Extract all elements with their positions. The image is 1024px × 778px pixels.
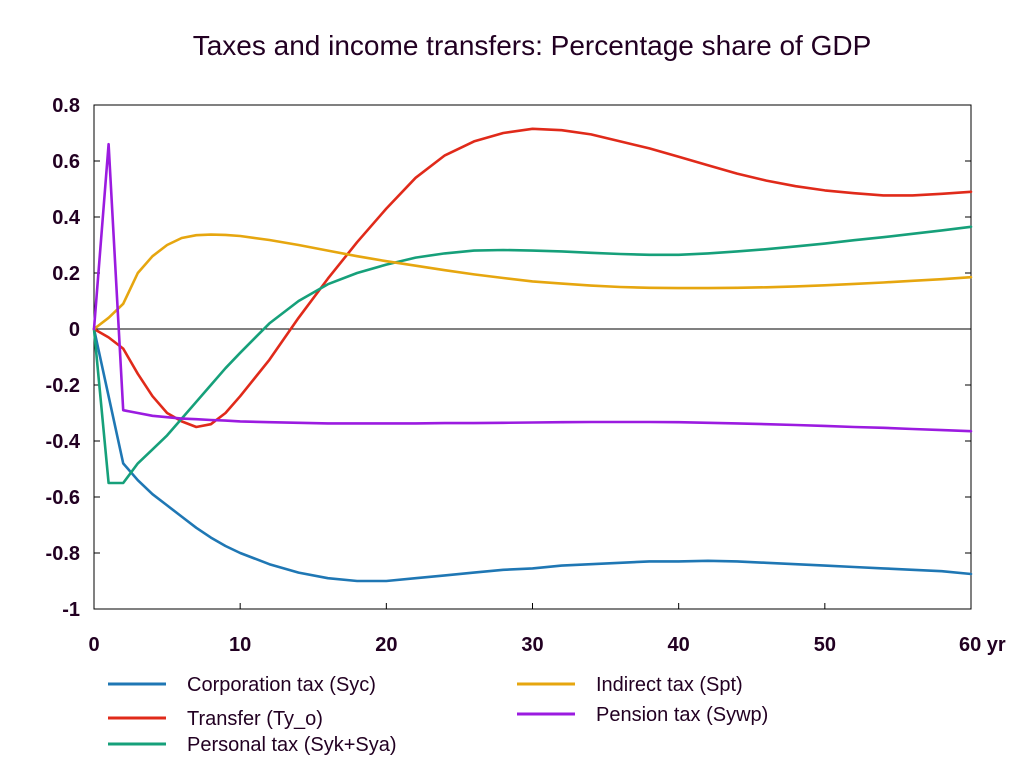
x-tick-label: 50 <box>814 634 836 656</box>
y-axis: 0.8 0.6 0.4 0.2 0 -0.2 -0.4 -0.6 -0.8 -1 <box>46 95 971 621</box>
y-tick-label: 0.8 <box>52 95 80 117</box>
y-tick-label: -0.2 <box>46 375 80 397</box>
y-tick-label: -1 <box>62 599 80 621</box>
plot-border <box>93 104 972 610</box>
x-tick-label: 0 <box>88 634 99 656</box>
x-tick-label: 20 <box>375 634 397 656</box>
legend-label-personal-tax-syk-sya: Personal tax (Syk+Sya) <box>187 734 397 756</box>
legend: Corporation tax (Syc) Indirect tax (Spt) T… <box>108 674 768 756</box>
x-tick-label: 10 <box>229 634 251 656</box>
x-tick-label: 60 yr <box>959 634 1006 656</box>
y-tick-label: 0.6 <box>52 151 80 173</box>
series-line-pension-tax-sywp <box>92 142 973 433</box>
series-line-indirect-tax-spt <box>92 233 973 331</box>
y-tick-label: -0.6 <box>46 487 80 509</box>
legend-label-corporation-tax-syc: Corporation tax (Syc) <box>187 674 376 696</box>
series-line-corporation-tax-syc <box>92 327 973 583</box>
y-tick-label: -0.8 <box>46 543 80 565</box>
x-axis: 0 10 20 30 40 50 60 yr <box>88 603 1006 656</box>
y-tick-label: 0.2 <box>52 263 80 285</box>
series-line-transfer-ty-o <box>92 127 973 429</box>
plot-frame <box>93 104 972 610</box>
series-layer <box>92 127 973 583</box>
y-tick-label: 0 <box>69 319 80 341</box>
y-tick-label: -0.4 <box>46 431 81 453</box>
legend-label-pension-tax-sywp: Pension tax (Sywp) <box>596 704 768 726</box>
series-line-personal-tax-syk-sya <box>92 225 973 485</box>
y-tick-label: 0.4 <box>52 207 81 229</box>
legend-label-indirect-tax-spt: Indirect tax (Spt) <box>596 674 743 696</box>
x-tick-label: 30 <box>521 634 543 656</box>
legend-label-transfer-ty-o: Transfer (Ty_o) <box>187 708 323 730</box>
chart-title: Taxes and income transfers: Percentage s… <box>192 30 872 61</box>
x-tick-label: 40 <box>668 634 690 656</box>
